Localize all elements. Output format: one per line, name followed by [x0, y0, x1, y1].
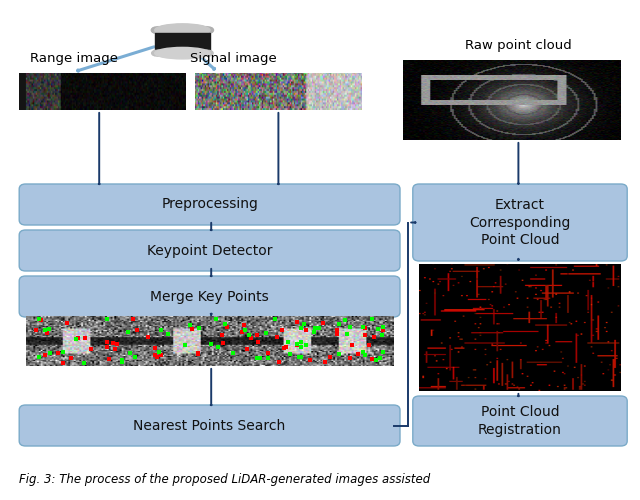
- FancyBboxPatch shape: [413, 396, 627, 446]
- FancyBboxPatch shape: [19, 184, 400, 225]
- Text: Keypoint Detector: Keypoint Detector: [147, 244, 273, 258]
- Text: Range image: Range image: [29, 52, 118, 65]
- Text: Point Cloud
Registration: Point Cloud Registration: [478, 406, 562, 436]
- Text: Merge Key Points: Merge Key Points: [150, 290, 269, 304]
- FancyBboxPatch shape: [19, 405, 400, 446]
- Text: Preprocessing: Preprocessing: [161, 198, 258, 211]
- FancyBboxPatch shape: [413, 184, 627, 261]
- Text: Fig. 3: The process of the proposed LiDAR-generated images assisted: Fig. 3: The process of the proposed LiDA…: [19, 473, 431, 486]
- FancyBboxPatch shape: [19, 276, 400, 317]
- Text: Extract
Corresponding
Point Cloud: Extract Corresponding Point Cloud: [469, 198, 571, 247]
- Text: Signal image: Signal image: [190, 52, 277, 65]
- Text: Nearest Points Search: Nearest Points Search: [134, 418, 285, 432]
- FancyBboxPatch shape: [19, 230, 400, 271]
- Text: Raw point cloud: Raw point cloud: [465, 40, 572, 52]
